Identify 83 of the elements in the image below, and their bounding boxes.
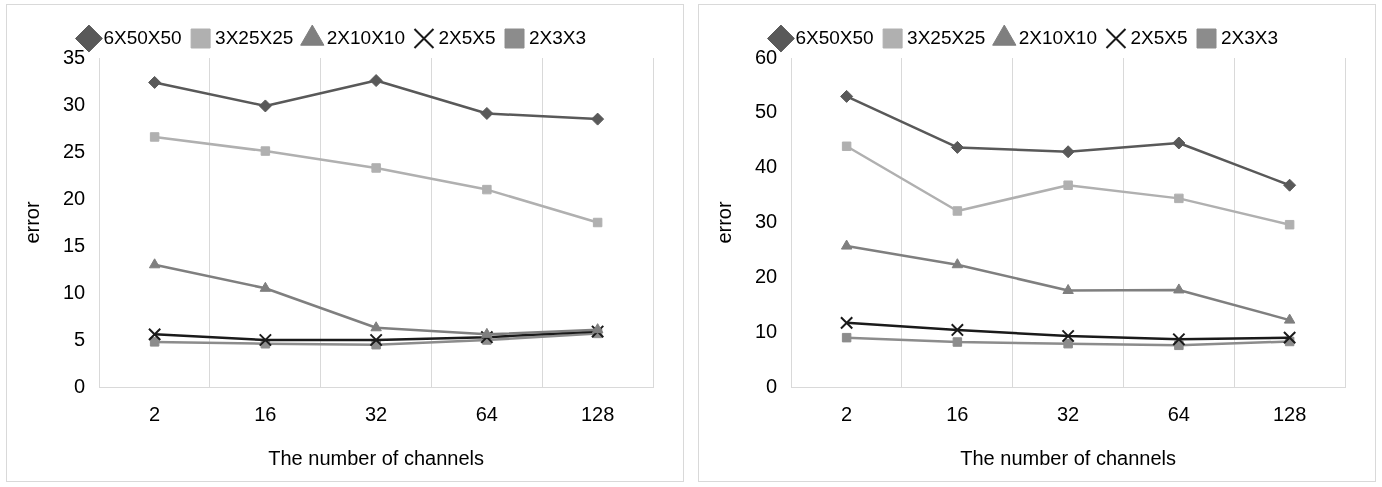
x-tick-label: 32	[365, 402, 388, 425]
legend-label: 3X25X25	[215, 26, 294, 48]
point	[481, 327, 493, 338]
point	[1063, 338, 1073, 349]
point	[1174, 193, 1184, 204]
point	[841, 332, 852, 343]
x-tick-label: 128	[580, 402, 615, 425]
point	[1282, 330, 1297, 345]
point	[369, 74, 383, 88]
x-tick-label: 2	[149, 402, 161, 425]
point	[952, 206, 963, 216]
point	[1172, 136, 1186, 150]
x-tick-label: 64	[1167, 402, 1190, 425]
x-tick-label: 128	[1272, 402, 1307, 425]
x-axis-title: The number of channels	[268, 446, 484, 469]
legend-label: 6X50X50	[795, 26, 874, 48]
point	[591, 112, 605, 126]
y-tick-label: 5	[74, 327, 86, 350]
y-tick-label: 0	[766, 374, 778, 397]
point	[950, 140, 964, 154]
point	[1063, 180, 1073, 190]
point	[1283, 313, 1296, 324]
point	[1061, 145, 1075, 159]
x-tick-label: 16	[254, 402, 277, 425]
point	[148, 75, 162, 89]
point	[590, 324, 605, 339]
point	[370, 321, 382, 332]
y-tick-label: 35	[63, 45, 86, 68]
point	[1173, 283, 1185, 294]
legend-label: 6X50X50	[103, 26, 182, 48]
y-tick-label: 10	[63, 280, 86, 303]
point	[1284, 219, 1295, 230]
y-axis-title: error	[712, 201, 735, 244]
y-tick-label: 10	[755, 319, 778, 342]
point	[260, 146, 271, 156]
x-tick-label: 32	[1057, 402, 1080, 425]
point	[480, 106, 494, 120]
y-tick-label: 50	[755, 100, 778, 123]
legend-label: 2X5X5	[1130, 26, 1188, 48]
point	[149, 132, 160, 142]
point	[951, 258, 964, 269]
point	[841, 141, 852, 152]
point	[369, 333, 383, 347]
point	[952, 337, 963, 347]
point	[1061, 329, 1075, 343]
y-tick-label: 25	[63, 139, 86, 162]
point	[1283, 178, 1297, 192]
point	[147, 327, 162, 342]
legend-label: 2X10X10	[1018, 26, 1097, 48]
point	[259, 281, 272, 292]
point	[480, 330, 494, 344]
x-tick-label: 2	[841, 402, 853, 425]
point	[839, 316, 854, 330]
point	[1172, 332, 1186, 346]
point	[482, 184, 492, 195]
point	[148, 258, 161, 269]
legend-label: 2X3X3	[1221, 26, 1279, 48]
point	[950, 323, 965, 337]
point	[592, 217, 603, 228]
point	[840, 89, 854, 103]
point	[371, 163, 381, 173]
y-tick-label: 30	[755, 210, 778, 233]
y-tick-label: 20	[63, 186, 86, 209]
point	[258, 99, 272, 113]
legend-label: 2X5X5	[438, 26, 496, 48]
x-tick-label: 64	[475, 402, 498, 425]
y-tick-label: 15	[63, 233, 86, 256]
point	[1062, 283, 1074, 294]
point	[840, 239, 853, 250]
legend-label: 2X10X10	[326, 26, 405, 48]
y-tick-label: 40	[755, 155, 778, 178]
legend-label: 2X3X3	[529, 26, 587, 48]
point	[149, 337, 160, 347]
y-tick-label: 0	[74, 374, 86, 397]
y-tick-label: 60	[755, 45, 778, 68]
point	[258, 333, 273, 347]
y-axis-title: error	[20, 201, 43, 244]
point	[591, 323, 604, 334]
x-tick-label: 16	[946, 402, 969, 425]
y-tick-label: 30	[63, 92, 86, 115]
legend-label: 3X25X25	[907, 26, 986, 48]
x-axis-title: The number of channels	[960, 446, 1176, 469]
y-tick-label: 20	[755, 264, 778, 287]
